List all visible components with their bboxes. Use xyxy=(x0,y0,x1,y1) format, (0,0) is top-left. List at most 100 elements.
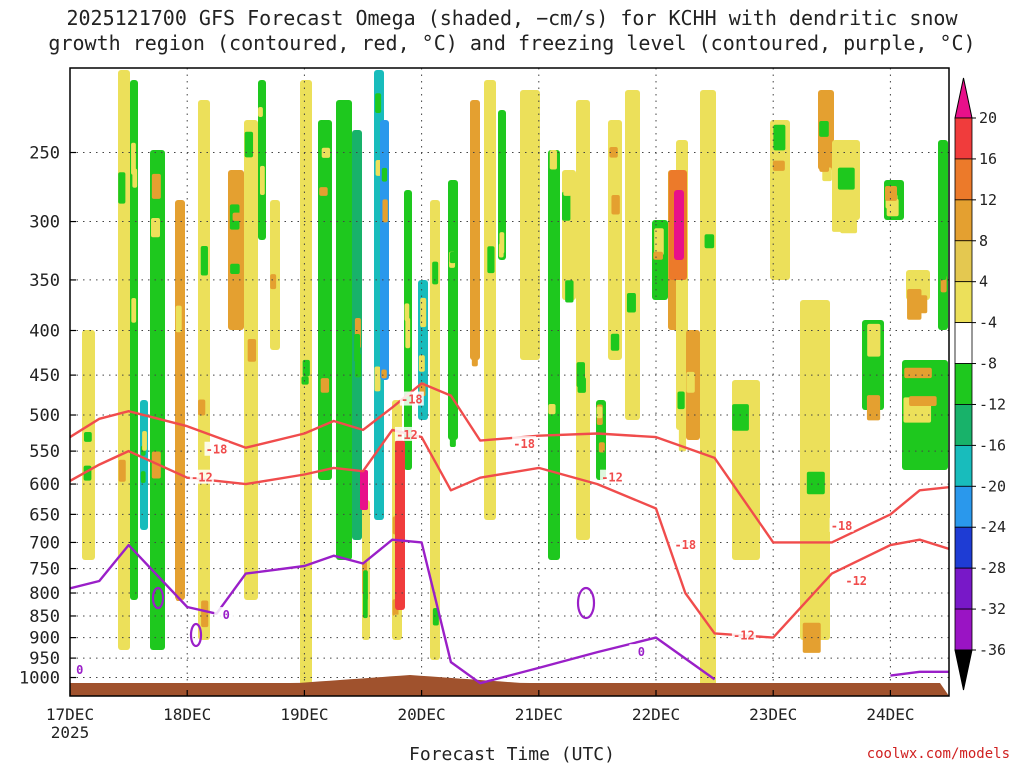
omega-cell xyxy=(354,353,361,378)
colorbar-label: 20 xyxy=(979,109,997,127)
omega-cell xyxy=(689,348,698,372)
omega-cell xyxy=(449,419,456,448)
omega-cell xyxy=(301,376,309,385)
contour-label: -18 xyxy=(674,538,696,552)
contour-label-bg xyxy=(189,469,214,484)
omega-cell xyxy=(498,110,506,260)
omega-cell xyxy=(909,396,937,407)
y-tick-label: 800 xyxy=(29,584,60,604)
omega-cell xyxy=(140,471,146,483)
x-tick-label: 18DEC xyxy=(163,705,211,724)
omega-cell xyxy=(669,285,677,295)
x-tick-label: 19DEC xyxy=(280,705,328,724)
colorbar-swatch xyxy=(954,567,973,610)
y-tick-label: 900 xyxy=(29,629,60,649)
contour-line xyxy=(70,538,716,685)
omega-cell xyxy=(562,191,571,221)
omega-shading xyxy=(82,70,948,696)
colorbar-label: -24 xyxy=(979,518,1006,536)
omega-cell xyxy=(300,466,308,485)
omega-cell xyxy=(175,305,182,333)
y-tick-label: 500 xyxy=(29,406,60,426)
omega-cell xyxy=(773,124,786,151)
colorbar-label: -12 xyxy=(979,395,1006,413)
watermark: coolwx.com/models xyxy=(866,746,1010,762)
omega-cell xyxy=(244,131,254,158)
omega-cell xyxy=(678,420,687,452)
omega-cell xyxy=(471,350,478,367)
contour-label: -12 xyxy=(733,629,755,643)
omega-cell xyxy=(904,367,932,379)
colorbar-swatch xyxy=(954,117,973,160)
omega-cell xyxy=(420,297,427,328)
contour-label-bg xyxy=(731,627,756,642)
contour-label-bg xyxy=(214,607,239,622)
colorbar-swatch xyxy=(954,199,973,242)
omega-cell xyxy=(677,391,685,410)
omega-cell xyxy=(200,245,208,276)
omega-cell xyxy=(485,348,493,359)
omega-cell xyxy=(704,92,715,116)
omega-cell xyxy=(819,121,829,137)
omega-cell xyxy=(565,280,574,303)
omega-cell xyxy=(150,150,165,650)
contour-label-bg xyxy=(673,537,698,552)
omega-cell xyxy=(940,249,947,280)
omega-cell xyxy=(449,251,456,264)
omega-cell xyxy=(470,100,480,360)
omega-cell xyxy=(118,172,126,204)
omega-cell xyxy=(819,143,830,172)
omega-cell xyxy=(938,140,948,330)
colorbar-label: 4 xyxy=(979,273,988,291)
omega-cell xyxy=(375,93,382,113)
colorbar-label: -32 xyxy=(979,600,1006,618)
omega-cell xyxy=(302,359,310,377)
y-tick-label: 350 xyxy=(29,271,60,291)
y-tick-label: 1000 xyxy=(19,669,60,689)
omega-cell xyxy=(909,277,924,288)
omega-cell xyxy=(405,317,411,349)
x-tick-label: 17DEC xyxy=(46,705,94,724)
omega-cell xyxy=(610,333,620,351)
terrain-band xyxy=(70,675,949,696)
colorbar-label: 8 xyxy=(979,232,988,250)
contour-label: -18 xyxy=(401,393,423,407)
contour-label: 0 xyxy=(223,608,230,622)
colorbar-swatch xyxy=(954,404,973,446)
colorbar-swatch xyxy=(954,363,973,405)
omega-cell xyxy=(258,106,263,118)
colorbar-swatch xyxy=(954,281,973,324)
contour-labels: -18 -12 -18 -12 -18 -12 -18 -12 -18 -12 0 0 0 xyxy=(67,391,869,677)
contour-label: 0 xyxy=(76,663,83,677)
omega-cell xyxy=(704,234,715,249)
omega-cell xyxy=(132,168,138,188)
contour-label-bg xyxy=(204,441,229,456)
contour-label-bg xyxy=(67,661,92,676)
omega-cell xyxy=(142,431,147,451)
x-tick-label: 23DEC xyxy=(749,705,797,724)
omega-cell xyxy=(374,366,381,392)
contour-label: -18 xyxy=(206,443,228,457)
freezing-contour-loop xyxy=(189,622,203,648)
colorbar: 20 16 12 8 4 -4 -8 -12 -16 -20 -24 -28 -32 -36 xyxy=(954,77,1006,691)
omega-cell xyxy=(654,228,664,256)
contour-label: -12 xyxy=(396,428,418,442)
omega-cell xyxy=(885,185,898,201)
omega-cell xyxy=(271,209,278,224)
omega-cell xyxy=(520,214,533,236)
omega-cell xyxy=(700,90,716,690)
omega-cell xyxy=(840,206,858,234)
omega-cell xyxy=(686,371,695,393)
omega-cell xyxy=(230,263,240,274)
y-tick-label: 400 xyxy=(29,322,60,342)
omega-cell xyxy=(732,404,749,431)
omega-cell xyxy=(198,399,206,416)
colorbar-label: -8 xyxy=(979,355,997,373)
colorbar-label: 12 xyxy=(979,191,997,209)
colorbar-label: 16 xyxy=(979,150,997,168)
omega-cell xyxy=(608,120,622,360)
omega-cell xyxy=(247,339,257,362)
omega-cell xyxy=(577,105,586,117)
colorbar-swatch xyxy=(954,608,973,651)
colorbar-label: -4 xyxy=(979,314,997,332)
